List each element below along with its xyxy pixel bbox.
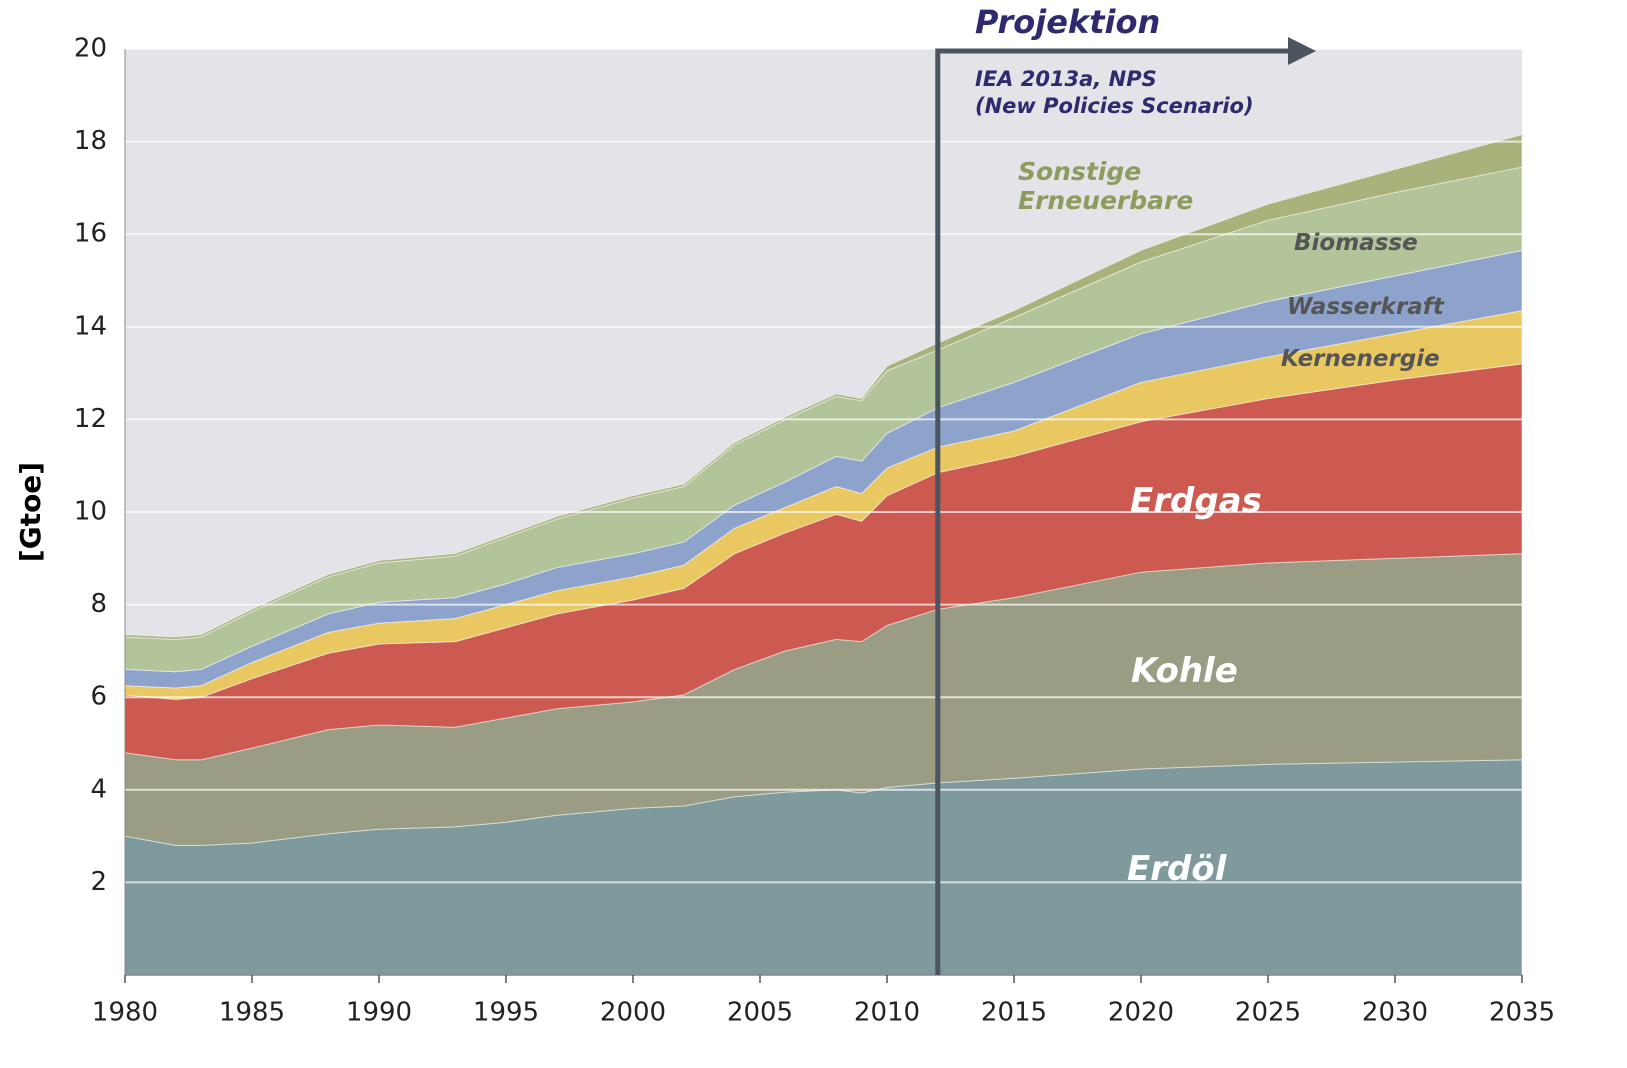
y-tick-label: 14 bbox=[74, 311, 107, 341]
area bbox=[124, 133, 1523, 640]
y-axis-label: [Gtoe] bbox=[14, 462, 47, 562]
series-label: Erdgas bbox=[1130, 481, 1262, 521]
x-tick-label: 2020 bbox=[1108, 998, 1174, 1028]
x-tick-label: 1990 bbox=[346, 998, 412, 1028]
annotation-source: IEA 2013a, NPS bbox=[975, 67, 1157, 91]
x-tick-label: 2035 bbox=[1489, 998, 1555, 1028]
series-label: Wasserkraft bbox=[1287, 294, 1444, 320]
series-label: Kernenergie bbox=[1281, 346, 1440, 372]
x-tick-label: 1985 bbox=[219, 998, 285, 1028]
y-tick-label: 16 bbox=[74, 219, 107, 249]
arrow-head bbox=[1288, 37, 1316, 65]
annotation-scenario: (New Policies Scenario) bbox=[975, 94, 1254, 118]
annotation-title: Projektion bbox=[975, 3, 1161, 41]
projection-arrow bbox=[935, 48, 1290, 975]
x-tick-label: 2005 bbox=[727, 998, 793, 1028]
x-tick-label: 2030 bbox=[1362, 998, 1428, 1028]
x-tick-label: 2000 bbox=[600, 998, 666, 1028]
series-label: Erdöl bbox=[1127, 849, 1227, 889]
y-tick-label: 18 bbox=[74, 126, 107, 156]
x-tick-label: 2025 bbox=[1235, 998, 1301, 1028]
x-tick-label: 1995 bbox=[473, 998, 539, 1028]
y-tick-label: 8 bbox=[90, 589, 107, 619]
series-label: Biomasse bbox=[1294, 230, 1418, 256]
y-tick-label: 2 bbox=[90, 867, 107, 897]
y-tick-label: 12 bbox=[74, 404, 107, 434]
y-tick-label: 10 bbox=[74, 497, 107, 527]
x-tick-label: 2015 bbox=[981, 998, 1047, 1028]
x-tick-label: 2010 bbox=[854, 998, 920, 1028]
series-label: Sonstige Erneuerbare bbox=[1018, 157, 1194, 215]
x-tick-label: 1980 bbox=[92, 998, 158, 1028]
series-label: Kohle bbox=[1131, 651, 1238, 691]
y-tick-label: 6 bbox=[90, 682, 107, 712]
y-tick-label: 20 bbox=[74, 34, 107, 64]
y-tick-label: 4 bbox=[90, 774, 107, 804]
